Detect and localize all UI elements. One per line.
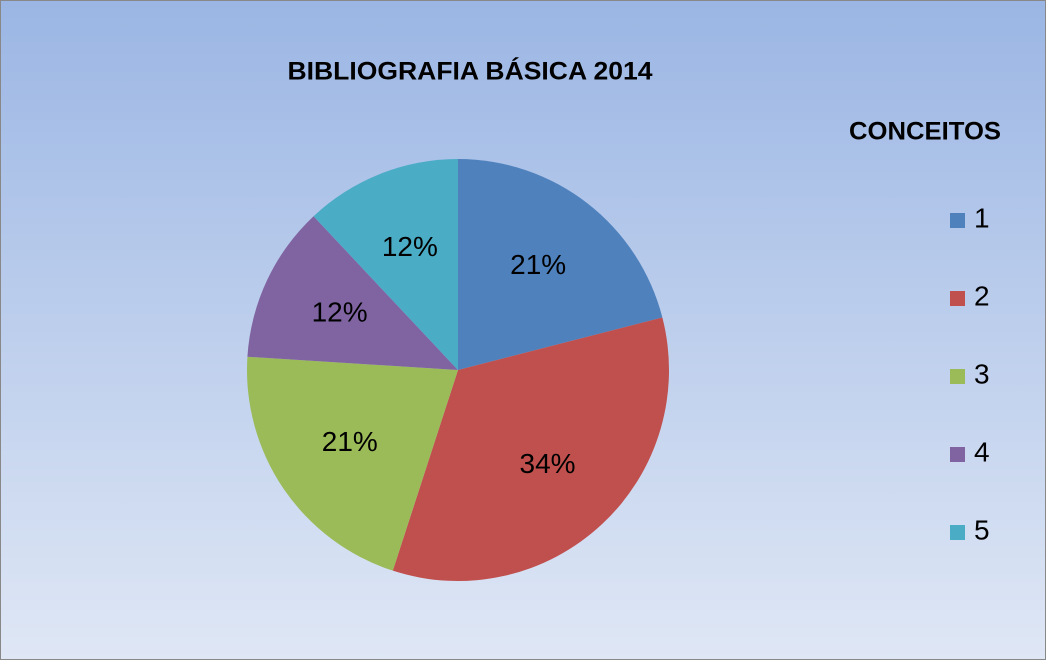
pie-slice (313, 159, 458, 370)
legend-swatch (950, 213, 965, 228)
legend-label: 2 (974, 280, 990, 311)
legend-swatch (950, 369, 965, 384)
legend-label: 4 (974, 436, 990, 467)
pie-slice (392, 317, 669, 581)
pie-slice (247, 356, 458, 571)
legend-label: 5 (974, 514, 990, 545)
legend-title: CONCEITOS (849, 118, 1001, 146)
pie-slice (247, 216, 458, 370)
data-label: 34% (520, 448, 576, 479)
data-label: 21% (510, 249, 566, 280)
data-label: 21% (322, 426, 378, 457)
legend-swatch (950, 291, 965, 306)
data-label: 12% (312, 297, 368, 328)
chart-title: BIBLIOGRAFIA BÁSICA 2014 (288, 57, 653, 86)
legend-swatch (950, 447, 965, 462)
pie-slice (458, 159, 663, 370)
legend-label: 3 (974, 358, 990, 389)
legend-swatch (950, 525, 965, 540)
legend-label: 1 (974, 202, 990, 233)
data-label: 12% (382, 231, 438, 262)
